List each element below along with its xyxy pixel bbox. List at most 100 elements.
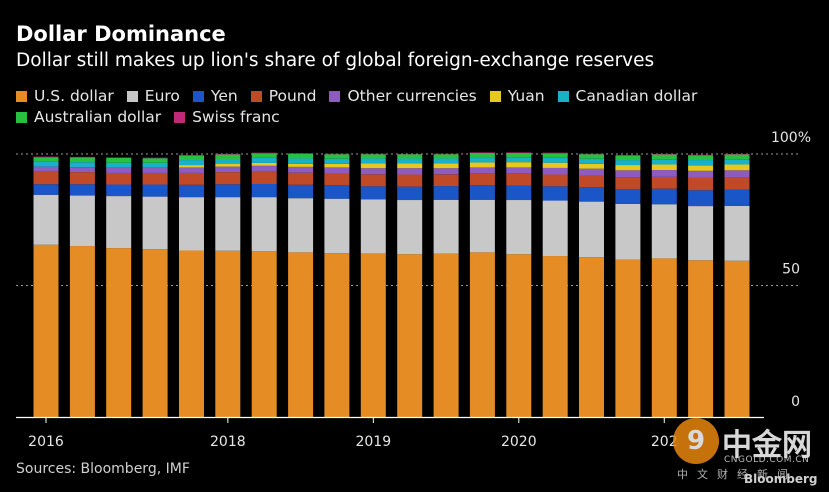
bar-segment	[69, 156, 95, 158]
legend-item: U.S. dollar	[16, 86, 114, 106]
bar-segment	[542, 162, 568, 168]
legend-label: U.S. dollar	[34, 87, 114, 105]
bar-segment	[615, 165, 641, 171]
bar-segment	[288, 163, 314, 167]
bar-segment	[179, 155, 204, 161]
bar-segment	[142, 196, 168, 250]
bar-segment	[542, 256, 568, 417]
bar-segment	[506, 173, 532, 186]
bar-segment	[542, 157, 568, 163]
bar-segment	[542, 174, 568, 187]
bar-segment	[288, 252, 314, 417]
legend-label: Swiss franc	[192, 108, 280, 126]
bar-segment	[469, 199, 495, 253]
legend-item: Pound	[250, 86, 317, 106]
bar-segment	[360, 199, 386, 254]
bar-segment	[360, 153, 386, 155]
watermark-cn-name: 中金网	[722, 428, 812, 463]
bar-segment	[542, 152, 568, 154]
bar-segment	[251, 197, 277, 252]
bar-segment	[651, 204, 677, 259]
bar-segment	[724, 170, 750, 178]
bar-segment	[469, 252, 495, 417]
bar-segment	[651, 258, 677, 417]
bar-segment	[360, 168, 386, 175]
bar-segment	[579, 257, 604, 417]
bar-segment	[724, 159, 750, 165]
x-tick-label: 2020	[501, 434, 537, 450]
bar-segment	[651, 159, 677, 165]
legend-swatch	[16, 111, 27, 123]
bar-segment	[288, 172, 314, 185]
bar-segment	[433, 163, 459, 169]
bar-segment	[360, 163, 386, 169]
bar-segment	[724, 189, 750, 206]
bar-segment	[360, 174, 386, 187]
bar-segment	[469, 173, 495, 186]
bar-segment	[397, 200, 423, 255]
bar-segment	[506, 200, 532, 255]
bar-segment	[288, 184, 314, 199]
bar-segment	[69, 184, 95, 196]
legend-swatch	[489, 90, 501, 102]
bar-segment	[651, 154, 677, 160]
bar-segment	[724, 154, 750, 155]
bar-segment	[506, 157, 532, 163]
y-tick-label: 0	[791, 394, 800, 410]
x-tick-label: 2019	[355, 434, 391, 450]
legend-label: Yen	[210, 87, 238, 105]
bar-segment	[251, 251, 277, 417]
legend-label: Other currencies	[347, 87, 477, 105]
bar-segment	[688, 170, 714, 178]
legend-label: Yuan	[507, 87, 545, 105]
bar-segment	[506, 152, 532, 158]
bar-segment	[397, 174, 423, 187]
legend-label: Pound	[268, 87, 317, 105]
bar-segment	[215, 154, 241, 159]
bar-segment	[615, 203, 641, 260]
bar-segment	[579, 168, 604, 176]
legend-swatch	[329, 90, 341, 102]
bar-segment	[688, 177, 714, 191]
bar-segment	[397, 186, 423, 201]
bar-segment	[724, 177, 750, 190]
x-tick-label: 2016	[28, 434, 64, 450]
bar-segment	[179, 155, 204, 156]
bar-segment	[579, 154, 604, 159]
legend-swatch	[174, 111, 186, 123]
legend-swatch	[192, 90, 204, 102]
bloomberg-watermark: Bloomberg	[744, 472, 818, 486]
bar-segment	[506, 185, 532, 201]
bar-segment	[251, 157, 277, 163]
bar-segment	[433, 168, 459, 175]
chart-subtitle: Dollar still makes up lion's share of gl…	[16, 50, 655, 71]
bar-segment	[179, 197, 204, 251]
bar-segment	[324, 158, 350, 164]
legend-item: Other currencies	[329, 86, 477, 106]
bar-segment	[33, 244, 59, 417]
bar-segment	[506, 162, 532, 168]
bar-segment	[579, 187, 604, 202]
bar-segment	[542, 167, 568, 175]
bar-segment	[215, 172, 241, 185]
bar-segment	[33, 156, 59, 158]
bar-segment	[360, 186, 386, 200]
bar-segment	[615, 155, 641, 156]
bar-segment	[251, 183, 277, 198]
bar-segment	[688, 155, 714, 161]
bar-segment	[33, 161, 59, 167]
bar-segment	[469, 167, 495, 174]
bar-segment	[360, 158, 386, 164]
bar-segment	[106, 248, 132, 417]
bar-segment	[142, 184, 168, 197]
legend-item: Canadian dollar	[557, 86, 697, 106]
bar-segment	[688, 165, 714, 171]
bar-segment	[142, 249, 168, 417]
bar-segment	[651, 188, 677, 205]
bar-segment	[288, 166, 314, 173]
bar-segment	[615, 188, 641, 204]
bar-segment	[33, 194, 59, 245]
bar-segment	[579, 158, 604, 164]
bar-segment	[506, 254, 532, 417]
bar-segment	[542, 200, 568, 257]
